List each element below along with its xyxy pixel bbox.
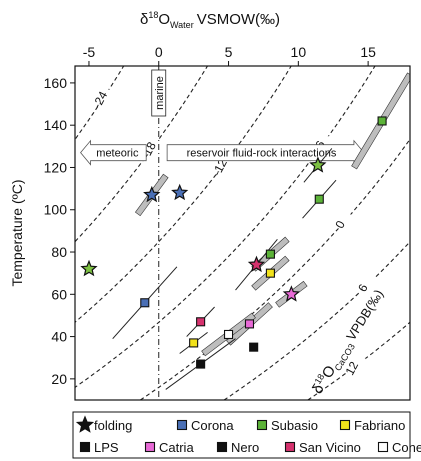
legend-label: Subasio xyxy=(271,418,318,433)
plot-frame xyxy=(74,65,411,401)
legend-item-nero: Nero xyxy=(216,440,259,455)
contour-label-bg xyxy=(345,358,366,373)
legend: folding Corona Subasio Fabriano LPS Catria Ner… xyxy=(72,411,421,459)
square-icon xyxy=(144,441,156,453)
point-conero xyxy=(223,329,234,340)
point-catria xyxy=(244,319,255,329)
legend-item-folding: folding xyxy=(75,415,132,433)
contour-label-bg xyxy=(356,277,377,292)
contour-label: 12 xyxy=(343,359,362,378)
point-folding xyxy=(80,259,98,277)
y-tick-label: 160 xyxy=(44,75,68,91)
legend-item-san-vicino: San Vicino xyxy=(284,440,361,455)
contour-line xyxy=(75,66,208,243)
x-tick-label: -5 xyxy=(83,44,96,60)
x-tick-label: 10 xyxy=(291,44,307,60)
point-subasio xyxy=(377,116,387,126)
legend-label: LPS xyxy=(94,440,119,455)
plot-inner: -24-18-12-60612marinemeteoricreservoir f… xyxy=(75,66,410,400)
y-tick-label: 100 xyxy=(44,202,68,218)
legend-frame xyxy=(72,411,411,459)
reservoir-label: reservoir fluid-rock interactions xyxy=(187,148,337,160)
contour-label-bg xyxy=(93,89,114,104)
legend-item-catria: Catria xyxy=(144,440,194,455)
point-lps xyxy=(196,359,206,369)
contour-label-bg xyxy=(142,140,163,155)
x-title-sub: Water xyxy=(170,20,194,30)
legend-label: Fabriano xyxy=(354,418,405,433)
square-icon xyxy=(256,419,268,431)
x-tick-label: 5 xyxy=(225,44,233,60)
legend-item-subasio: Subasio xyxy=(256,418,318,433)
point-nero xyxy=(249,342,259,352)
legend-label: San Vicino xyxy=(299,440,361,455)
square-icon xyxy=(79,441,91,453)
x-axis-title-text: δ18OWater VSMOW(‰) xyxy=(140,10,280,30)
star-icon xyxy=(75,415,95,433)
point-folding xyxy=(143,185,161,203)
x-title-delta: δ xyxy=(140,11,148,28)
square-icon xyxy=(216,441,228,453)
legend-label: Nero xyxy=(231,440,259,455)
contour-line xyxy=(75,66,376,389)
meteoric-label: meteoric xyxy=(96,148,139,160)
y-tick-label: 120 xyxy=(44,159,68,175)
contour-legend-rest: VPDB(‰) xyxy=(343,287,386,343)
plot-area: -24-18-12-60612marinemeteoricreservoir f… xyxy=(44,44,411,401)
legend-label: folding xyxy=(94,418,132,433)
contour-legend: δ18OCaCO3VPDB(‰) xyxy=(308,286,389,398)
point-folding xyxy=(171,183,189,201)
marine-label-box xyxy=(151,69,167,117)
x-tick-label: 15 xyxy=(360,44,376,60)
y-tick-label: 80 xyxy=(51,244,67,260)
point-subasio xyxy=(265,249,275,259)
legend-item-lps: LPS xyxy=(79,440,119,455)
x-title-o: O xyxy=(158,11,170,28)
legend-item-corona: Corona xyxy=(176,418,234,433)
contour-line xyxy=(140,138,410,400)
y-axis-title: Temperature (ºC) xyxy=(9,179,25,286)
contour-line xyxy=(75,66,292,323)
point-san-vicino xyxy=(196,317,206,327)
marine-label: marine xyxy=(154,76,166,110)
x-tick-label: 0 xyxy=(155,44,163,60)
point-fabriano xyxy=(189,338,199,348)
contour-label-bg xyxy=(333,214,354,229)
legend-label: Corona xyxy=(191,418,234,433)
legend-item-fabriano: Fabriano xyxy=(339,418,405,433)
contour-legend-text: δ18OCaCO3VPDB(‰) xyxy=(308,286,389,398)
legend-label: Conero xyxy=(392,440,421,455)
legend-label: Catria xyxy=(159,440,194,455)
point-fabriano xyxy=(265,268,275,278)
point-folding xyxy=(282,285,301,302)
point-folding xyxy=(247,255,266,273)
x-axis-title: δ18OWater VSMOW(‰) xyxy=(140,10,280,30)
y-tick-label: 40 xyxy=(51,329,67,345)
point-corona xyxy=(140,298,150,308)
y-tick-label: 140 xyxy=(44,117,68,133)
contour-line xyxy=(223,240,410,400)
contour-legend-sup: 18 xyxy=(313,372,327,386)
y-axis-title-text: Temperature (ºC) xyxy=(9,179,25,286)
contour-line xyxy=(307,321,410,400)
legend-item-conero: Conero xyxy=(377,440,421,455)
y-tick-label: 60 xyxy=(51,286,67,302)
x-title-sup: 18 xyxy=(148,10,158,20)
x-title-rest: VSMOW(‰) xyxy=(197,11,280,28)
point-folding xyxy=(309,156,327,173)
square-icon xyxy=(339,419,351,431)
square-icon xyxy=(176,419,188,431)
y-tick-label: 20 xyxy=(51,371,67,387)
square-icon xyxy=(284,441,296,453)
meteoric-arrow xyxy=(80,139,147,166)
square-icon xyxy=(377,441,389,453)
point-subasio xyxy=(314,194,324,204)
